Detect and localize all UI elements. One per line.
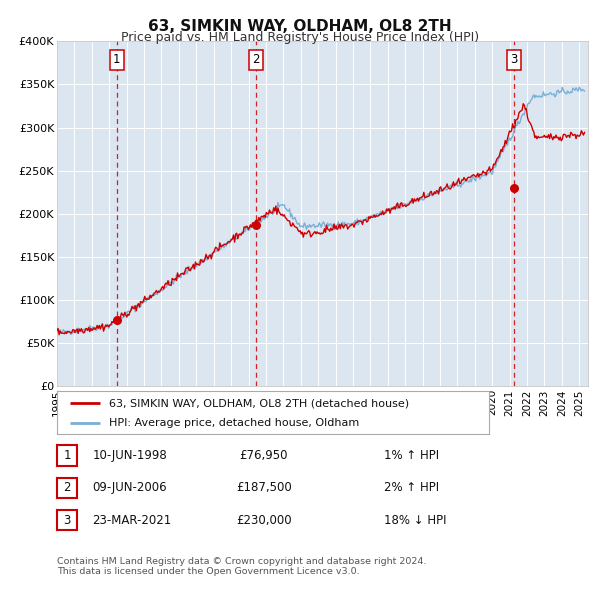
Text: Price paid vs. HM Land Registry's House Price Index (HPI): Price paid vs. HM Land Registry's House …	[121, 31, 479, 44]
Text: 1: 1	[64, 449, 71, 462]
Text: £230,000: £230,000	[236, 514, 292, 527]
Text: 2: 2	[64, 481, 71, 494]
Text: Contains HM Land Registry data © Crown copyright and database right 2024.: Contains HM Land Registry data © Crown c…	[57, 558, 427, 566]
Text: HPI: Average price, detached house, Oldham: HPI: Average price, detached house, Oldh…	[109, 418, 359, 428]
Text: £187,500: £187,500	[236, 481, 292, 494]
Text: 63, SIMKIN WAY, OLDHAM, OL8 2TH: 63, SIMKIN WAY, OLDHAM, OL8 2TH	[148, 19, 452, 34]
Text: 2: 2	[253, 53, 260, 67]
Text: This data is licensed under the Open Government Licence v3.0.: This data is licensed under the Open Gov…	[57, 567, 359, 576]
Text: 63, SIMKIN WAY, OLDHAM, OL8 2TH (detached house): 63, SIMKIN WAY, OLDHAM, OL8 2TH (detache…	[109, 398, 409, 408]
Text: 1% ↑ HPI: 1% ↑ HPI	[384, 449, 439, 462]
Text: 3: 3	[64, 514, 71, 527]
Text: 23-MAR-2021: 23-MAR-2021	[92, 514, 172, 527]
Text: 10-JUN-1998: 10-JUN-1998	[92, 449, 167, 462]
Text: 2% ↑ HPI: 2% ↑ HPI	[384, 481, 439, 494]
Text: 09-JUN-2006: 09-JUN-2006	[92, 481, 167, 494]
Text: 18% ↓ HPI: 18% ↓ HPI	[384, 514, 446, 527]
Text: £76,950: £76,950	[240, 449, 288, 462]
Text: 3: 3	[510, 53, 517, 67]
Text: 1: 1	[113, 53, 121, 67]
